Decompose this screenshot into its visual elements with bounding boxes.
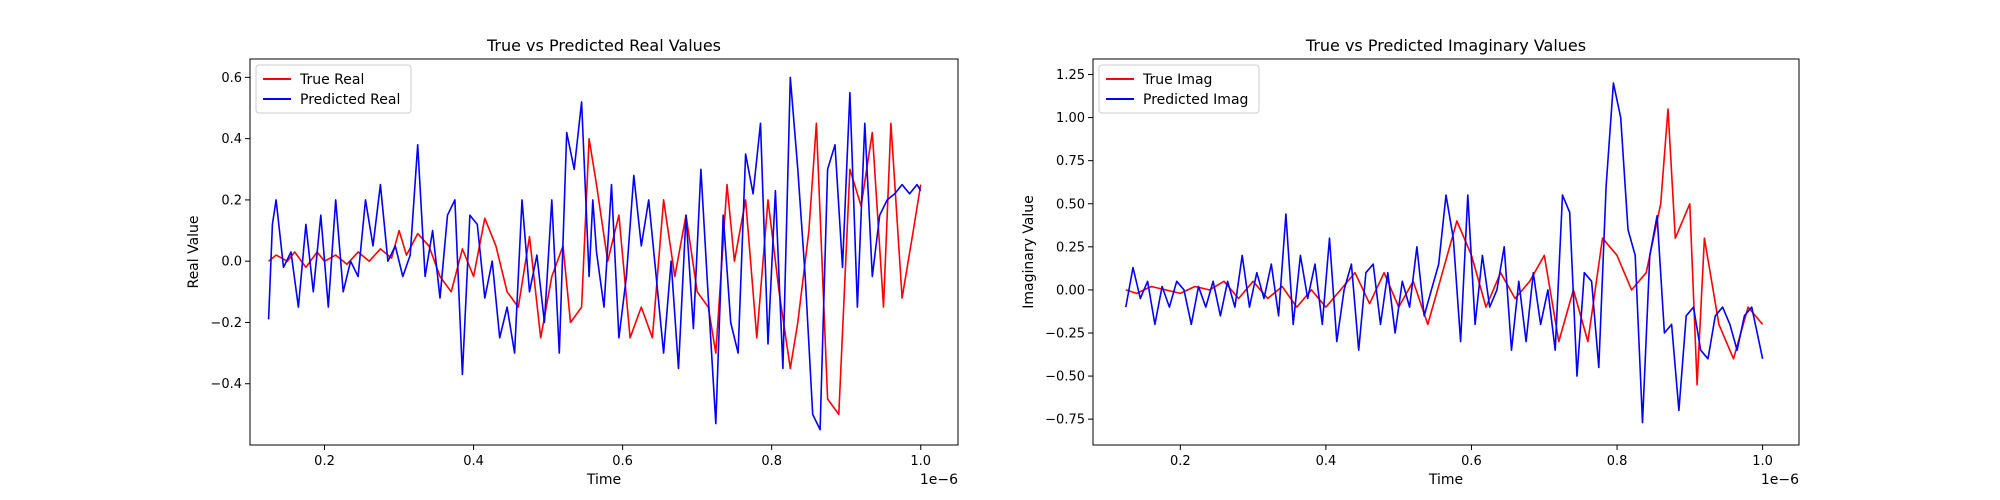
y-tick-label: −0.50 [1045, 370, 1085, 385]
x-ticks: 0.2 0.4 0.6 0.8 1.0 [1170, 445, 1773, 469]
y-tick-label: −0.75 [1045, 413, 1085, 428]
y-axis-label: Imaginary Value [1021, 195, 1037, 309]
legend-box [255, 64, 412, 114]
series-line-predicted-real [267, 76, 922, 431]
x-axis-label: Time [586, 472, 621, 488]
y-tick-label: 1.00 [1056, 111, 1085, 126]
x-tick-label: 0.6 [1461, 454, 1482, 469]
x-offset-label: 1e−6 [920, 472, 958, 488]
x-tick-label: 0.2 [314, 454, 335, 469]
y-tick-label: 0.25 [1056, 240, 1085, 255]
x-tick-label: 0.6 [612, 454, 633, 469]
y-tick-label: 0.6 [221, 71, 242, 86]
x-ticks: 0.2 0.4 0.6 0.8 1.0 [314, 445, 931, 469]
chart-title: True vs Predicted Real Values [486, 36, 721, 55]
legend-label-predicted-imag: Predicted Imag [1143, 92, 1248, 108]
plot-area [1092, 58, 1800, 446]
axes-frame [1092, 58, 1800, 446]
x-axis-label: Time [1428, 472, 1463, 488]
plot-area [249, 58, 959, 446]
x-tick-label: 1.0 [910, 454, 931, 469]
axes-frame [249, 58, 959, 446]
y-tick-label: 0.00 [1056, 283, 1085, 298]
y-tick-label: 0.75 [1056, 154, 1085, 169]
series-group [1125, 82, 1764, 424]
legend-box [1098, 64, 1260, 114]
y-tick-label: 0.0 [221, 255, 242, 270]
chart-title: True vs Predicted Imaginary Values [1305, 36, 1586, 55]
y-ticks: −0.75 −0.50 −0.25 0.00 0.25 0.50 0.75 1.00 1.25 [1045, 68, 1093, 428]
legend: True Imag Predicted Imag [1098, 64, 1260, 114]
y-tick-label: 0.4 [221, 132, 242, 147]
x-tick-label: 0.8 [761, 454, 782, 469]
x-tick-label: 0.4 [463, 454, 484, 469]
x-tick-label: 0.4 [1316, 454, 1337, 469]
y-tick-label: 0.2 [221, 193, 242, 208]
legend: True Real Predicted Real [255, 64, 412, 114]
y-tick-label: 0.50 [1056, 197, 1085, 212]
y-ticks: −0.4 −0.2 0.0 0.2 0.4 0.6 [210, 71, 250, 392]
legend-label-true-imag: True Imag [1142, 72, 1212, 88]
legend-label-true-real: True Real [299, 72, 364, 88]
legend-label-predicted-real: Predicted Real [300, 92, 400, 108]
imag-values-chart: True vs Predicted Imaginary Values 0.2 0.… [1021, 36, 1800, 488]
x-offset-label: 1e−6 [1761, 472, 1799, 488]
y-tick-label: −0.2 [210, 316, 242, 331]
y-tick-label: 1.25 [1056, 68, 1085, 83]
series-line-true-real [268, 122, 922, 416]
series-line-predicted-imag [1125, 82, 1764, 424]
real-values-chart: True vs Predicted Real Values 0.2 0.4 0.6 0… [186, 36, 959, 488]
series-group [267, 76, 922, 431]
x-tick-label: 1.0 [1752, 454, 1773, 469]
y-tick-label: −0.4 [210, 377, 242, 392]
x-tick-label: 0.8 [1607, 454, 1628, 469]
y-axis-label: Real Value [186, 215, 202, 288]
x-tick-label: 0.2 [1170, 454, 1191, 469]
y-tick-label: −0.25 [1045, 326, 1085, 341]
series-line-true-imag [1125, 108, 1764, 386]
